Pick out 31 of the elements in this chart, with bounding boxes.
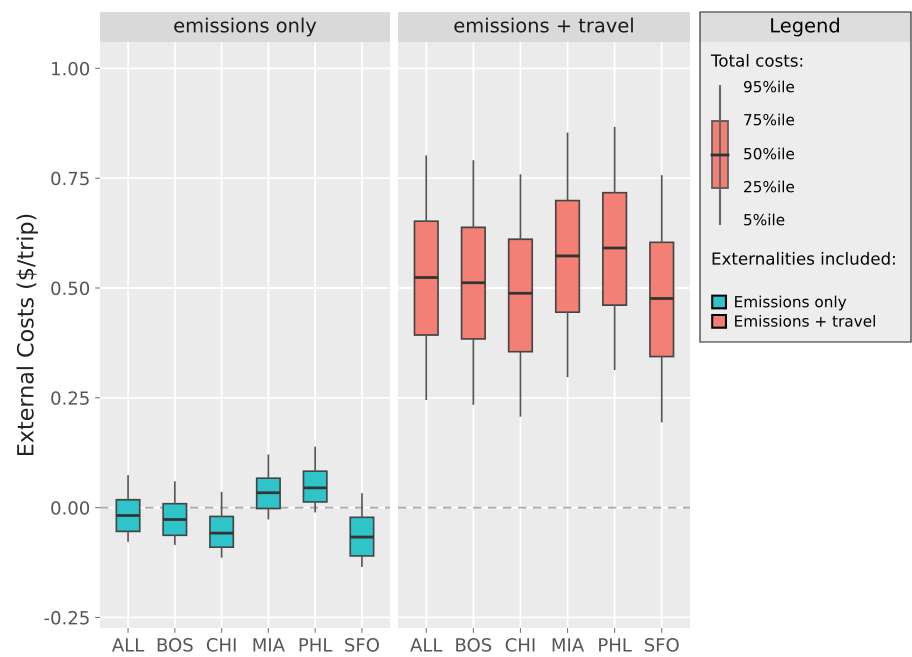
y-tick-label: 0.00 [51,501,90,515]
x-tick-label: CHI [206,638,236,652]
legend-title: Legend [771,18,839,36]
text: Externalities included: [712,252,895,265]
x-tick-label: SFO [345,638,379,652]
x-tick-label: PHL [300,638,332,652]
x-tick-label: MIA [552,638,584,652]
legend-label: Emissions only [735,296,846,310]
x-tick-label: BOS [158,638,193,652]
y-tick-label: 0.25 [51,391,89,405]
x-tick-label: ALL [112,638,144,652]
x-tick-label: SFO [644,638,679,652]
x-tick-label: MIA [254,638,285,652]
x-tick-label: ALL [410,638,442,652]
y-tick-label: 0.75 [51,172,89,186]
y-tick-label: 0.50 [51,281,90,296]
x-tick-label: BOS [456,638,492,652]
text: 5%ile [744,214,784,226]
text: 50%ile [744,148,794,160]
y-tick-label: 1.00 [52,62,90,76]
chart-title: emissions + travel [454,18,633,33]
text: 25%ile [744,180,794,192]
text: 95%ile [744,80,794,92]
legend-label: Emissions + travel [735,314,875,327]
y-axis-title: External Costs ($/trip) [16,214,38,456]
text: Total costs: [710,54,802,67]
chart-title: emissions only [174,18,316,36]
y-tick-label: -0.25 [44,610,89,625]
text: 75%ile [744,114,794,126]
x-tick-label: CHI [506,638,534,652]
x-tick-label: PHL [599,638,632,652]
